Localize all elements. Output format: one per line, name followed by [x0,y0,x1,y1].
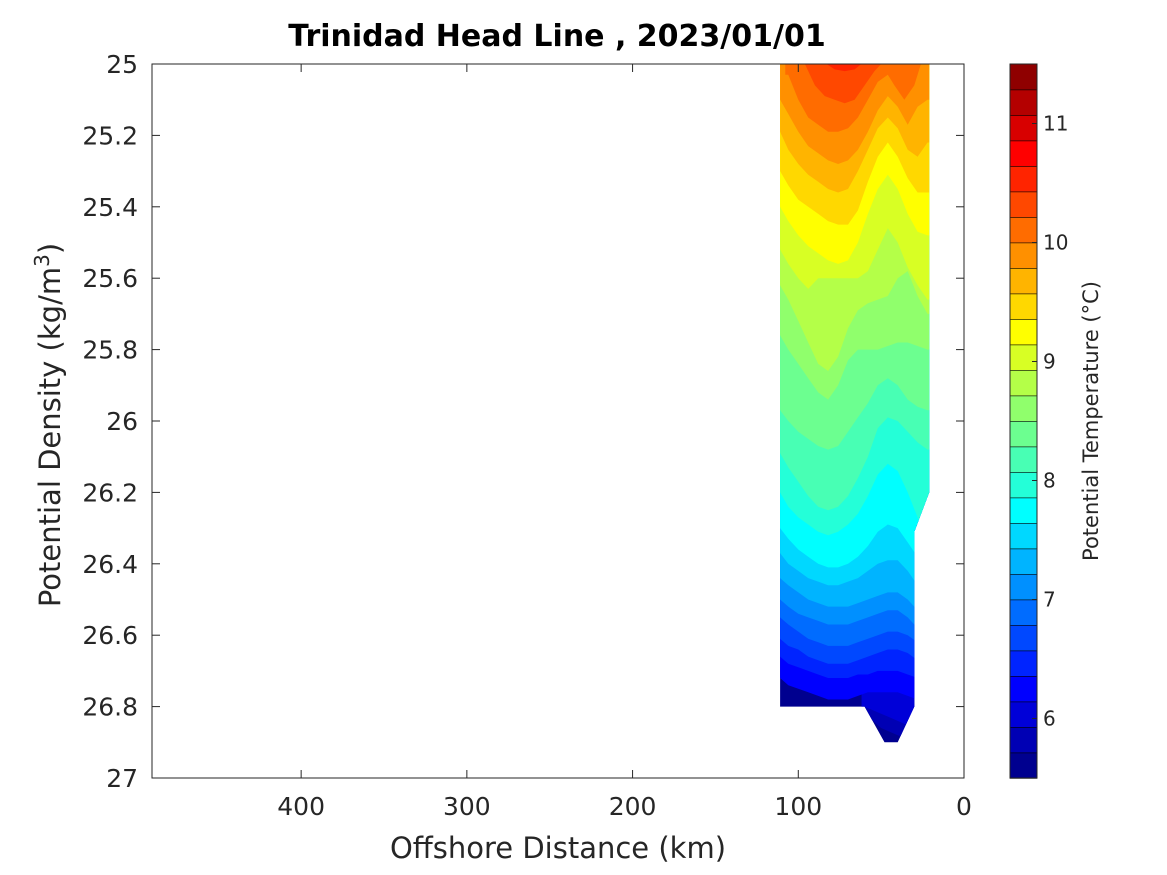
colorbar-band [1009,548,1038,575]
colorbar-band [1009,267,1038,295]
colorbar-tick-label: 6 [1043,707,1056,731]
contour-band-group [780,64,930,743]
y-axis: 25 25.2 25.4 25.6 25.8 26 26.2 26.4 26.6 26.8 27 [82,50,138,793]
colorbar-band [1009,599,1038,626]
colorbar-bands [1009,63,1038,779]
x-tick-label: 100 [774,792,822,821]
x-tick-label: 200 [609,792,657,821]
y-axis-label-superscript: 3 [30,254,54,267]
colorbar-band [1009,395,1038,422]
colorbar-band [1009,216,1038,244]
y-axis-label: Potential Density (kg/m3) [30,243,67,607]
colorbar-band [1009,573,1038,601]
colorbar-band [1009,293,1038,320]
colorbar-band [1009,497,1038,524]
x-tick-label: 300 [443,792,491,821]
colorbar-ticks: 6 7 8 9 10 11 [1032,112,1068,731]
colorbar-label: Potential Temperature (°C) [1079,281,1103,561]
y-tick-label: 25 [106,50,138,79]
colorbar-tick-label: 7 [1043,588,1056,612]
plot-frame [151,63,965,779]
y-tick-label: 26.8 [82,693,138,722]
y-tick-label: 25.8 [82,336,138,365]
y-axis-label-end: ) [33,243,67,254]
y-tick-label: 25.6 [82,264,138,293]
colorbar-band [1009,191,1038,218]
colorbar-band [1009,140,1038,167]
colorbar-tick-label: 8 [1043,469,1056,493]
colorbar-frame [1009,63,1038,779]
y-tick-label: 27 [106,764,138,793]
x-axis-label: Offshore Distance (km) [390,831,726,865]
colorbar-band [1009,522,1038,550]
colorbar-band [1009,446,1038,473]
chart-title: Trinidad Head Line , 2023/01/01 [288,19,825,54]
colorbar-band [1009,344,1038,371]
colorbar-band [1009,624,1038,652]
colorbar-band [1009,369,1038,397]
contour-fills [780,64,930,743]
colorbar-band [1009,63,1038,91]
colorbar-band [1009,752,1038,779]
y-tick-label: 26.4 [82,550,138,579]
colorbar-band [1009,701,1038,728]
x-tick-label: 0 [956,792,972,821]
colorbar: 6 7 8 9 10 11 Potential Temperature (°C) [1009,63,1103,779]
y-axis-label-main: Potential Density (kg/m [33,267,67,607]
y-tick-label: 26.6 [82,621,138,650]
plot-area [151,63,965,779]
y-tick-label: 26 [106,407,138,436]
colorbar-band [1009,318,1038,346]
colorbar-band [1009,675,1038,703]
colorbar-band [1009,89,1038,116]
colorbar-band [1009,242,1038,269]
y-tick-label: 26.2 [82,478,138,507]
colorbar-tick-label: 9 [1043,350,1056,374]
x-axis: 400 300 200 100 0 [277,792,972,821]
colorbar-band [1009,471,1038,499]
colorbar-band [1009,726,1038,754]
colorbar-band [1009,650,1038,677]
x-tick-label: 400 [277,792,325,821]
colorbar-band [1009,420,1038,448]
y-tick-label: 25.4 [82,193,138,222]
colorbar-tick-label: 10 [1043,231,1068,255]
colorbar-tick-label: 11 [1043,112,1068,136]
colorbar-band [1009,114,1038,142]
y-tick-label: 25.2 [82,121,138,150]
colorbar-band [1009,165,1038,193]
